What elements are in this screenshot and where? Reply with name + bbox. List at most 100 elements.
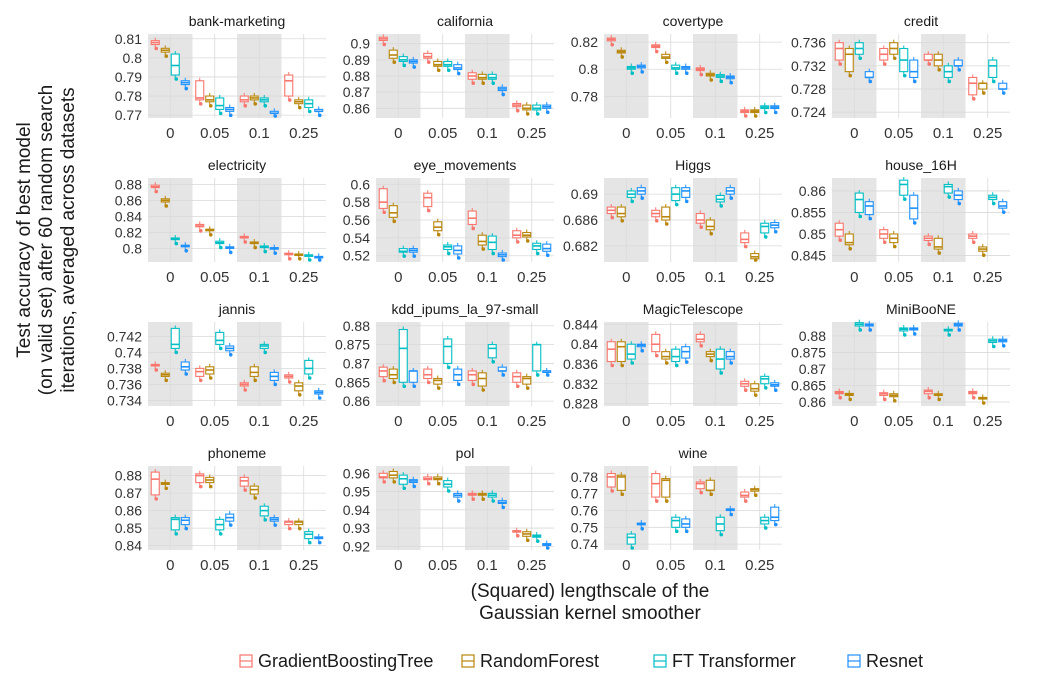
x-tick-label: 0.05	[428, 269, 457, 286]
y-tick-label: 0.78	[115, 88, 142, 104]
box-resnet	[864, 198, 874, 221]
box-gradientboostingtree	[740, 229, 750, 249]
box-randomforest	[661, 204, 671, 226]
box-gradientboostingtree	[378, 470, 388, 484]
outlier-point	[307, 258, 312, 262]
x-tick-label: 0	[850, 413, 858, 430]
outlier-point	[773, 522, 778, 527]
outlier-point	[481, 497, 486, 502]
box-randomforest	[616, 204, 626, 223]
outlier-point	[773, 388, 778, 393]
outlier-point	[228, 113, 233, 118]
outlier-point	[317, 396, 322, 400]
box-randomforest	[477, 232, 487, 251]
box-resnet	[725, 505, 735, 517]
outlier-point	[382, 480, 387, 484]
box-body	[695, 333, 705, 343]
y-tick-label: 0.732	[791, 58, 826, 74]
box-randomforest	[844, 45, 854, 78]
box-body	[304, 531, 314, 540]
x-tick-label: 0.25	[973, 413, 1002, 430]
y-tick-label: 0.78	[571, 469, 598, 485]
box-body	[388, 368, 398, 380]
outlier-point	[297, 105, 302, 110]
box-ft-transformer	[671, 184, 681, 207]
x-tick-label: 0.1	[249, 125, 270, 142]
outlier-point	[481, 81, 486, 86]
outlier-point	[743, 499, 748, 503]
box-ft-transformer	[170, 325, 180, 355]
box-randomforest	[661, 51, 671, 65]
outlier-point	[838, 395, 843, 400]
box-ft-transformer	[170, 514, 180, 536]
box-body	[705, 479, 715, 491]
outlier-point	[174, 241, 179, 246]
outlier-point	[640, 196, 645, 200]
box-resnet	[725, 348, 735, 365]
box-randomforest	[249, 93, 259, 106]
outlier-point	[610, 42, 615, 47]
box-randomforest	[477, 369, 487, 392]
y-axis-title-line-2: (on valid set) after 60 random search	[36, 85, 57, 396]
outlier-point	[297, 526, 302, 531]
box-randomforest	[705, 70, 715, 82]
box-body	[834, 42, 844, 61]
box-randomforest	[205, 474, 215, 489]
x-tick-label: 0.05	[884, 125, 913, 142]
box-gradientboostingtree	[923, 51, 933, 66]
box-body	[398, 248, 408, 253]
y-tick-label: 0.875	[791, 344, 826, 360]
box-ft-transformer	[715, 514, 725, 537]
outlier-point	[892, 244, 897, 249]
outlier-point	[699, 343, 704, 348]
outlier-point	[456, 256, 461, 260]
outlier-point	[491, 359, 496, 364]
box-gradientboostingtree	[467, 367, 477, 387]
legend-item-gradientboostingtree: GradientBoostingTree	[239, 651, 433, 671]
panel-title: phoneme	[208, 445, 267, 461]
box-randomforest	[933, 235, 943, 255]
y-tick-label: 0.875	[335, 337, 370, 353]
outlier-point	[729, 196, 734, 200]
outlier-point	[620, 363, 625, 368]
outlier-point	[684, 529, 689, 534]
outlier-point	[674, 529, 679, 534]
outlier-point	[253, 245, 258, 250]
y-tick-label: 0.85	[115, 520, 142, 536]
box-resnet	[725, 73, 735, 85]
box-body	[978, 82, 988, 90]
outlier-point	[753, 493, 758, 498]
outlier-point	[664, 499, 669, 503]
x-tick-label: 0.25	[517, 413, 546, 430]
outlier-point	[164, 378, 169, 383]
box-resnet	[770, 504, 780, 527]
box-resnet	[453, 242, 463, 260]
box-randomforest	[433, 58, 443, 73]
outlier-point	[273, 523, 278, 527]
panel-electricity: 0.880.860.840.820.8 0 0.05 0.1 0.25 electrici…	[115, 157, 326, 286]
box-resnet	[408, 367, 418, 389]
box-gradientboostingtree	[512, 227, 522, 244]
outlier-point	[858, 214, 863, 219]
panels-layer: 0.810.80.790.780.770 0.05 0.1 0.25bank-mark…	[107, 13, 1010, 574]
box-randomforest	[522, 373, 532, 390]
box-gradientboostingtree	[284, 371, 294, 384]
outlier-point	[481, 388, 486, 392]
box-gradientboostingtree	[423, 50, 433, 65]
outlier-point	[253, 102, 258, 106]
outlier-point	[263, 249, 268, 254]
box-ft-transformer	[626, 187, 636, 204]
box-body	[398, 56, 408, 63]
outlier-point	[674, 202, 679, 207]
box-body	[968, 76, 978, 96]
box-randomforest	[433, 473, 443, 486]
outlier-point	[287, 526, 292, 531]
outlier-point	[208, 233, 213, 237]
y-tick-label: 0.84	[115, 208, 142, 224]
box-randomforest	[750, 250, 760, 262]
box-randomforest	[978, 394, 988, 405]
x-tick-label: 0.05	[428, 125, 457, 142]
y-tick-label: 0.88	[115, 176, 142, 192]
